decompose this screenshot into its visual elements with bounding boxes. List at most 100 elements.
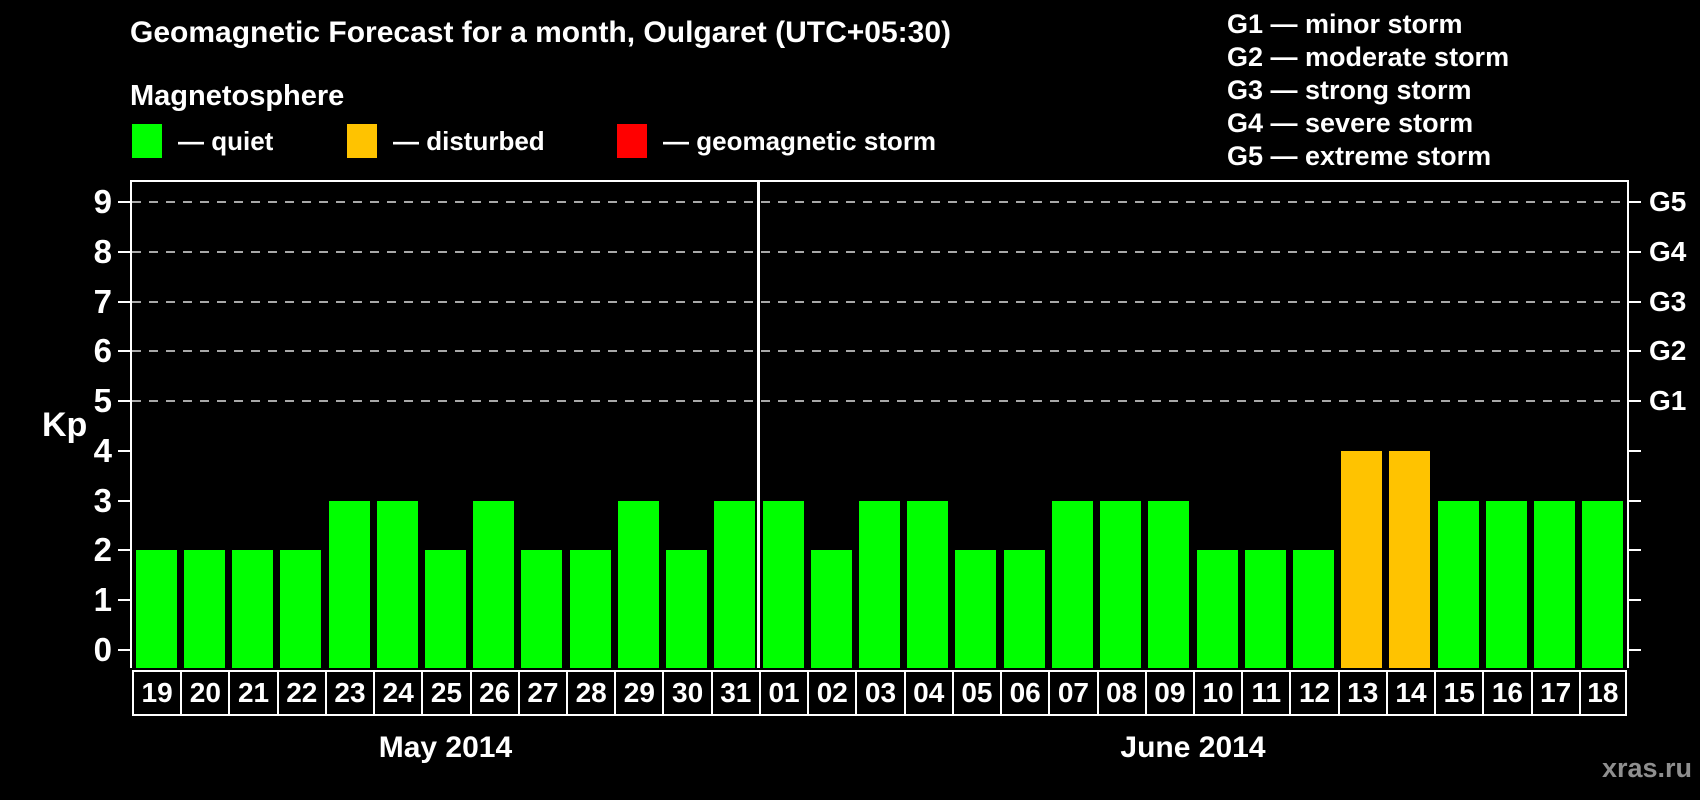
day-label: 04 xyxy=(903,670,954,716)
kp-bar xyxy=(1582,500,1624,668)
quiet-color-swatch-icon xyxy=(132,124,162,158)
g-scale-legend-line: G5 — extreme storm xyxy=(1227,141,1492,171)
kp-bar xyxy=(376,500,418,668)
legend-item-label: — disturbed xyxy=(393,125,545,156)
day-label: 11 xyxy=(1241,670,1292,716)
day-label: 20 xyxy=(180,670,231,716)
y-tick-label: 4 xyxy=(93,431,112,469)
right-axis-tick xyxy=(1629,250,1641,253)
kp-bar xyxy=(473,500,515,668)
day-label: 29 xyxy=(614,670,665,716)
kp-bar xyxy=(955,550,997,668)
kp-bar xyxy=(666,550,708,668)
kp-bar xyxy=(521,550,563,668)
day-label: 14 xyxy=(1385,670,1437,716)
g-level-label: G3 xyxy=(1649,285,1687,317)
kp-bar xyxy=(859,500,900,668)
right-axis-tick xyxy=(1629,449,1641,452)
legend-item-label: — geomagnetic storm xyxy=(663,125,937,156)
kp-bar xyxy=(617,500,659,668)
kp-bar xyxy=(280,550,322,668)
kp-bar xyxy=(1100,500,1142,668)
kp-bar xyxy=(1051,500,1093,668)
plot-area: 0 1 2 3 4 5 6 7 8 9 G1 G2 G3 G4 G5 xyxy=(94,180,1686,668)
y-tick-label: 8 xyxy=(93,232,112,270)
kp-bar xyxy=(810,550,852,668)
gridline-kp-6 xyxy=(132,350,1627,353)
y-tick-label: 7 xyxy=(93,282,112,320)
gridline-kp-9 xyxy=(132,200,1627,203)
kp-bar xyxy=(1148,500,1190,668)
gridline-kp-7 xyxy=(132,300,1627,303)
kp-bar xyxy=(135,550,177,668)
y-axis-tick xyxy=(118,599,130,602)
g-scale-legend-line: G3 — strong storm xyxy=(1227,75,1472,105)
y-tick-label: 2 xyxy=(93,531,112,569)
y-axis-tick xyxy=(118,200,130,203)
g-level-label: G1 xyxy=(1649,385,1687,417)
right-axis-tick xyxy=(1629,300,1641,303)
watermark: xras.ru xyxy=(1601,753,1692,783)
right-axis-tick xyxy=(1629,400,1641,403)
day-axis: 19 20 21 22 23 24 25 26 27 28 29 30 31 01 02 03 04 05 06 07… xyxy=(132,670,1627,716)
day-label: 10 xyxy=(1192,670,1244,716)
chart-title: Geomagnetic Forecast for a month, Oulgar… xyxy=(130,16,952,49)
right-axis-tick xyxy=(1629,200,1641,203)
day-label: 16 xyxy=(1482,670,1533,716)
magnetosphere-legend: — quiet — disturbed — geomagnetic storm xyxy=(132,123,1132,161)
g-level-label: G5 xyxy=(1649,185,1687,217)
day-label: 17 xyxy=(1530,670,1581,716)
y-axis-tick xyxy=(118,350,130,353)
plot-frame xyxy=(130,180,1629,668)
day-label: 12 xyxy=(1289,670,1340,716)
legend-item-storm: — geomagnetic storm xyxy=(617,123,936,159)
day-label: 26 xyxy=(469,670,520,716)
kp-bar xyxy=(907,500,949,668)
day-label: 25 xyxy=(421,670,472,716)
g-scale-legend-line: G4 — severe storm xyxy=(1227,108,1474,138)
kp-bar xyxy=(1293,550,1335,668)
day-label: 18 xyxy=(1578,670,1627,716)
kp-bar xyxy=(1341,450,1383,668)
y-axis-tick xyxy=(118,549,130,552)
right-axis-tick xyxy=(1629,649,1641,652)
g-level-label: G2 xyxy=(1649,335,1687,367)
kp-bar xyxy=(232,550,274,668)
day-label: 13 xyxy=(1337,670,1388,716)
kp-bar xyxy=(569,550,611,668)
kp-bar xyxy=(1534,500,1576,668)
storm-color-swatch-icon xyxy=(617,124,647,158)
day-label: 30 xyxy=(662,670,713,716)
y-tick-label: 5 xyxy=(93,382,112,420)
month-label: June 2014 xyxy=(1120,731,1266,764)
kp-bar xyxy=(424,550,466,668)
y-tick-label: 9 xyxy=(93,182,112,220)
day-label: 27 xyxy=(517,670,569,716)
legend-item-label: — quiet xyxy=(178,125,274,156)
gridline-kp-8 xyxy=(132,250,1627,253)
month-label: May 2014 xyxy=(378,731,513,764)
y-axis-tick xyxy=(118,300,130,303)
kp-bar xyxy=(714,500,756,668)
legend-item-quiet: — quiet xyxy=(132,123,273,159)
kp-bar xyxy=(762,500,804,668)
day-label: 06 xyxy=(1000,670,1051,716)
g-scale-legend-line: G1 — minor storm xyxy=(1227,9,1463,39)
y-axis-label: Kp xyxy=(42,406,88,444)
disturbed-color-swatch-icon xyxy=(347,124,377,158)
right-axis-tick xyxy=(1629,350,1641,353)
kp-bar xyxy=(1003,550,1045,668)
day-label: 09 xyxy=(1144,670,1195,716)
day-label: 19 xyxy=(132,670,183,716)
month-labels: May 2014 June 2014 xyxy=(132,731,1627,771)
y-axis-tick xyxy=(118,250,130,253)
y-tick-label: 0 xyxy=(93,631,112,669)
legend-heading: Magnetosphere xyxy=(130,80,345,112)
y-tick-label: 1 xyxy=(93,581,112,619)
gridline-kp-5 xyxy=(132,400,1627,403)
kp-bar xyxy=(1389,450,1431,668)
g-scale-legend: G1 — minor storm G2 — moderate storm G3 — … xyxy=(1227,8,1509,173)
day-label: 08 xyxy=(1096,670,1147,716)
month-separator-line xyxy=(757,182,761,668)
